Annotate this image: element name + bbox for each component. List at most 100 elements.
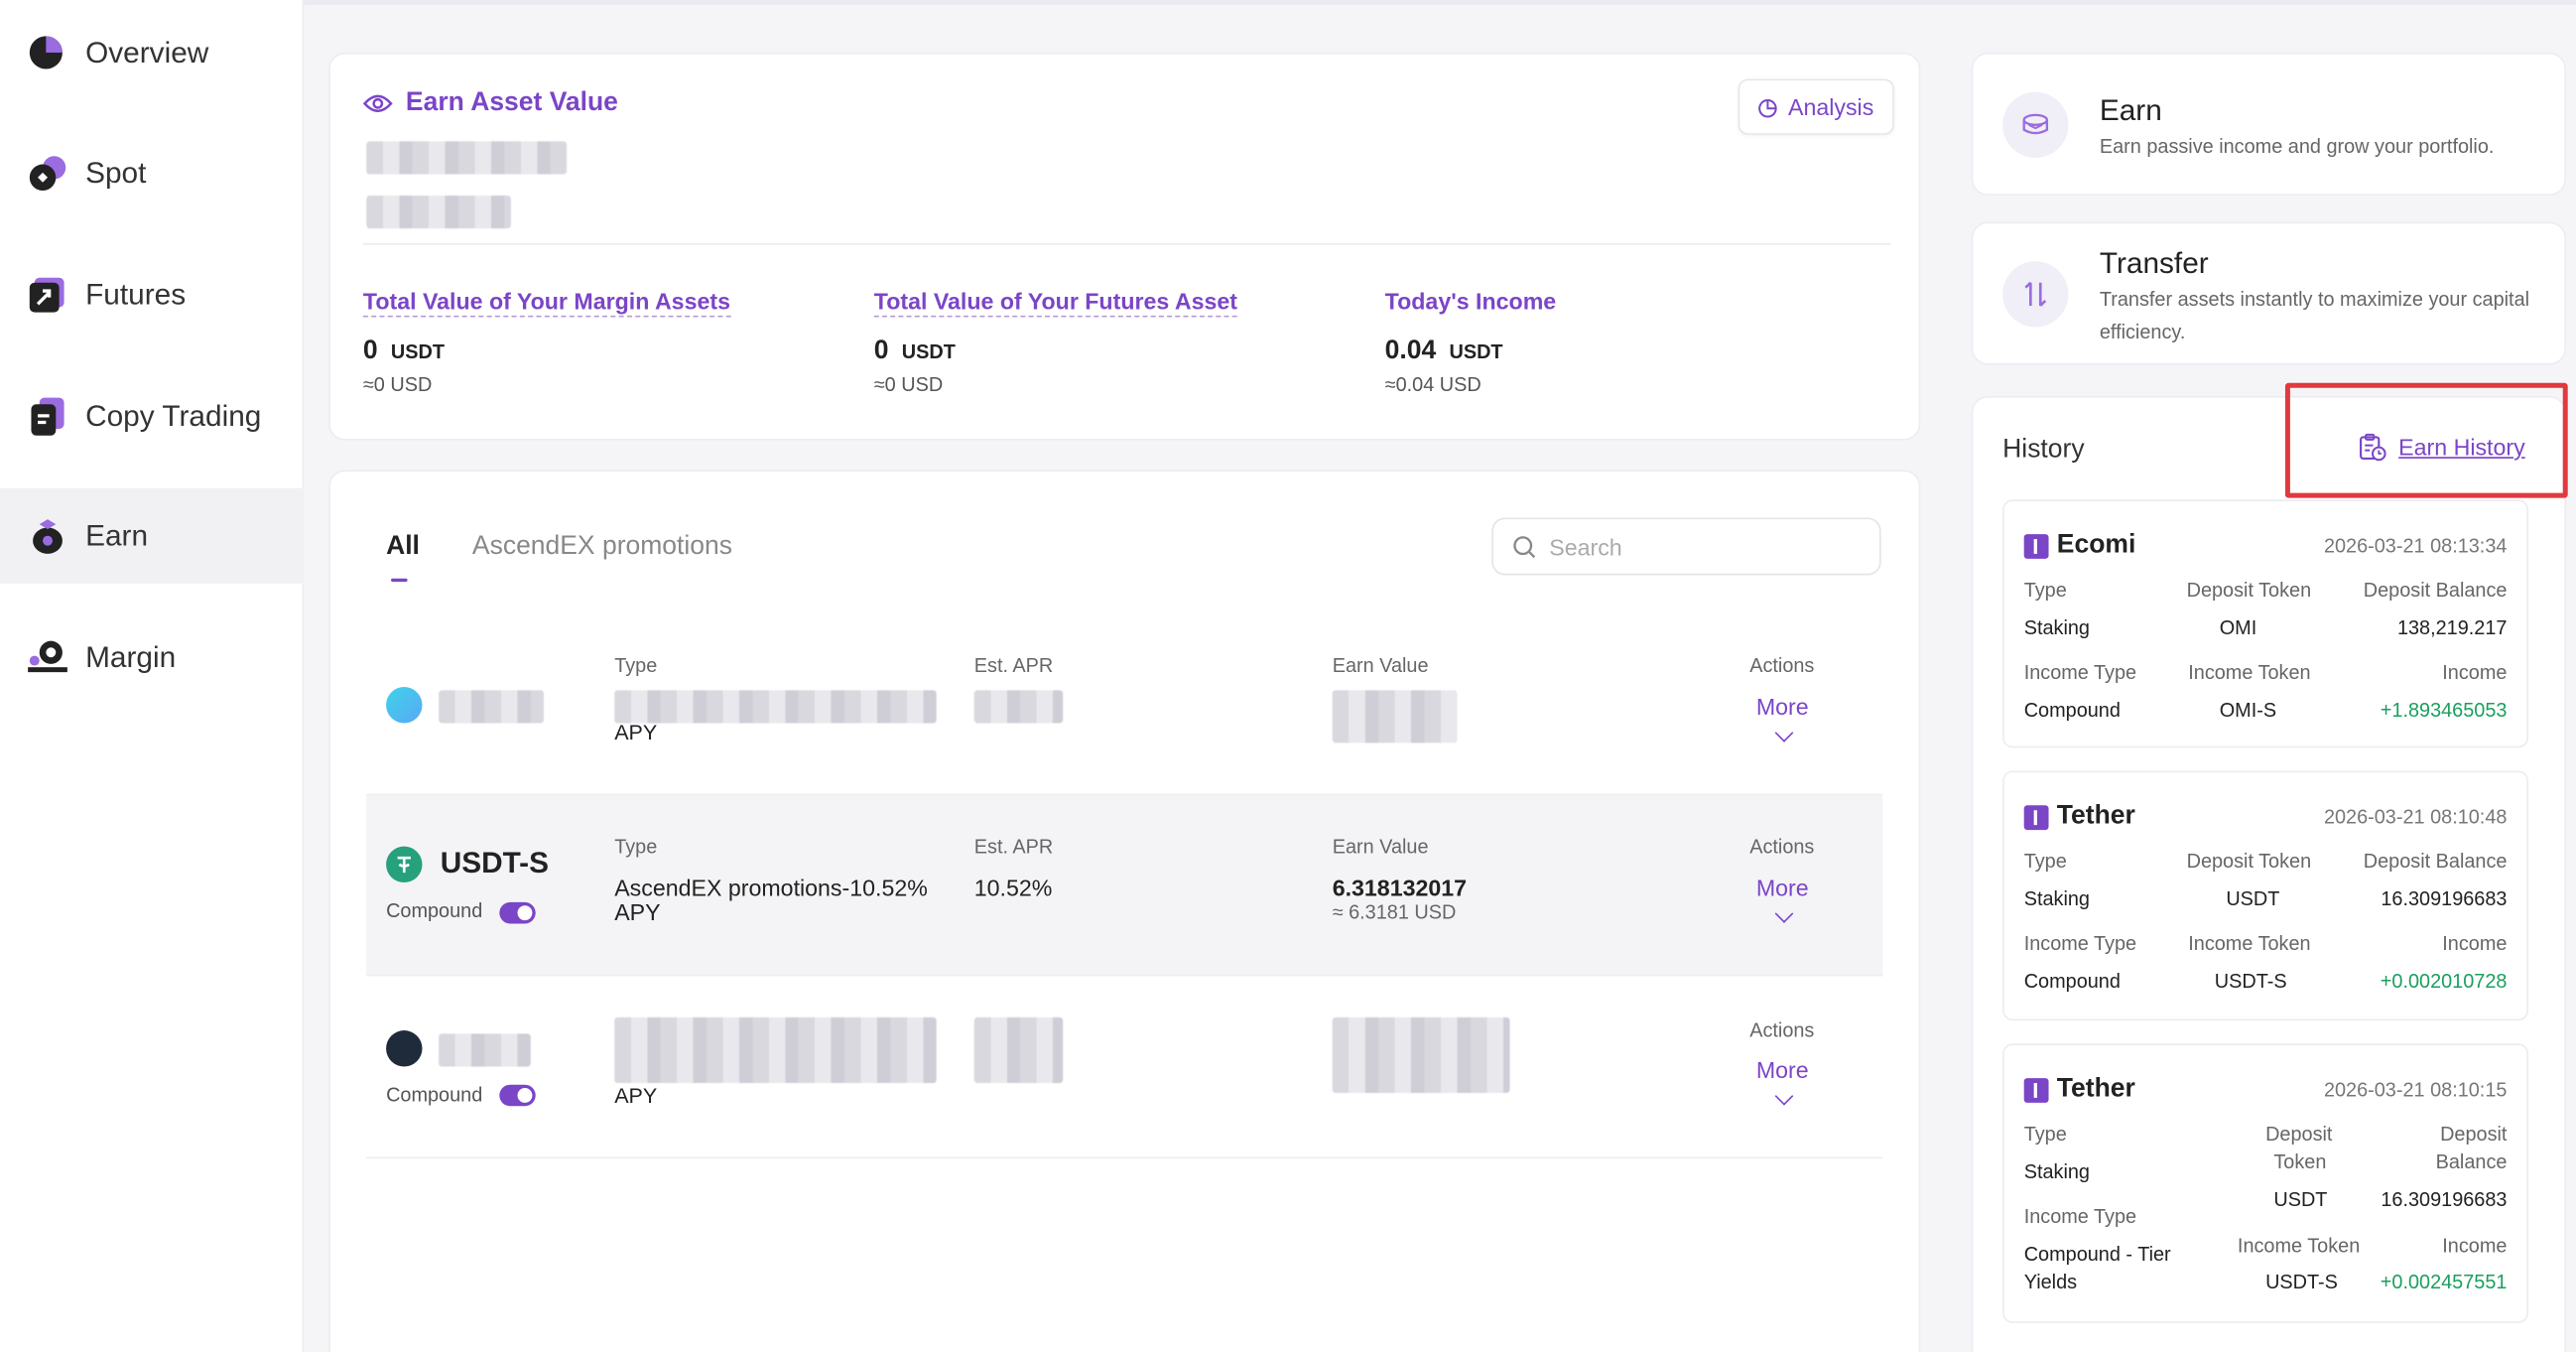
income-type-value: Compound: [2023, 698, 2121, 722]
stat-value: 0.04: [1384, 337, 1437, 365]
more-button[interactable]: More: [1755, 693, 1809, 721]
token-badge-icon: [2023, 1077, 2049, 1103]
redacted-asset-value-usd: [366, 196, 511, 229]
search-field[interactable]: [1491, 517, 1881, 576]
search-icon: [1513, 535, 1536, 558]
apr-label: Est. APR: [973, 653, 1054, 678]
history-title: History: [2002, 435, 2085, 464]
deposit-token-label-line2: Token: [2273, 1149, 2327, 1174]
earn-card-sub: Earn passive income and grow your portfo…: [2099, 134, 2495, 158]
sidebar-item-overview[interactable]: Overview: [0, 5, 304, 100]
type-label: Type: [2023, 578, 2067, 602]
income-type-value: Compound: [2023, 969, 2121, 993]
deposit-balance-value: 138,219.217: [2396, 615, 2508, 640]
deposit-token-label: Deposit Token: [2186, 849, 2312, 874]
income-token-value: OMI-S: [2219, 698, 2277, 722]
token-badge-icon: [2023, 804, 2049, 830]
chevron-down-icon[interactable]: [1774, 904, 1794, 923]
type-value: AscendEX promotions-10.52%: [614, 874, 928, 901]
pie-chart-icon: [1758, 97, 1778, 118]
stat-sub: ≈0 USD: [873, 372, 944, 396]
transfer-card-title: Transfer: [2099, 246, 2209, 280]
stat-value: 0: [873, 337, 889, 365]
redacted-token-name: [439, 690, 545, 724]
tab-ascendex-promotions[interactable]: AscendEX promotions: [471, 532, 733, 561]
earn-card-title: Earn: [2099, 93, 2162, 127]
tab-all[interactable]: All: [386, 532, 420, 583]
sidebar-item-margin[interactable]: Margin: [0, 609, 304, 705]
deposit-token-label-line1: Deposit: [2265, 1122, 2333, 1146]
stat-title[interactable]: Total Value of Your Margin Assets: [362, 288, 730, 318]
transfer-card-sub: Transfer assets instantly to maximize yo…: [2099, 287, 2530, 344]
asset-value-header: Earn Asset Value: [362, 88, 618, 118]
earn-icon: [26, 514, 68, 557]
deposit-balance-label-line2: Balance: [2435, 1149, 2508, 1174]
deposit-balance-label: Deposit Balance: [2363, 578, 2508, 602]
analysis-button[interactable]: Analysis: [1738, 78, 1894, 135]
entry-name-text: Tether: [2056, 1074, 2135, 1103]
stat-sub: ≈0 USD: [362, 372, 433, 396]
actions-label: Actions: [1749, 653, 1815, 678]
type-label: Type: [2023, 1122, 2067, 1146]
stat-unit: USDT: [390, 339, 445, 363]
deposit-token-value: OMI: [2219, 615, 2257, 640]
earn-history-link[interactable]: Earn History: [2358, 432, 2525, 462]
search-input[interactable]: [1549, 533, 1846, 560]
sidebar-item-futures[interactable]: Futures: [0, 246, 304, 341]
eye-icon[interactable]: [362, 92, 393, 115]
income-label: Income: [2442, 660, 2508, 684]
product-row: Compound APY Actions More: [366, 978, 1883, 1159]
compound-toggle[interactable]: [499, 1084, 536, 1107]
transfer-card[interactable]: Transfer Transfer assets instantly to ma…: [1971, 221, 2567, 365]
redacted-earn-value: [1332, 1016, 1510, 1093]
chevron-down-icon[interactable]: [1774, 1086, 1794, 1106]
top-divider: [0, 0, 2576, 5]
redacted-type: [614, 1016, 937, 1084]
actions-label: Actions: [1749, 835, 1815, 859]
earn-value: 6.318132017: [1332, 874, 1468, 901]
more-button[interactable]: More: [1755, 1056, 1809, 1084]
stat-sub: ≈0.04 USD: [1384, 372, 1481, 396]
product-row: Type APY Est. APR Earn Value Actions Mor…: [366, 614, 1883, 796]
deposit-token-value: USDT: [2273, 1187, 2328, 1212]
sidebar-item-earn[interactable]: Earn: [0, 487, 305, 584]
sidebar-item-label: Margin: [85, 639, 177, 673]
tether-icon: [386, 846, 423, 883]
redacted-type: [614, 690, 937, 724]
income-label: Income: [2442, 931, 2508, 955]
redacted-apr: [973, 690, 1064, 724]
sidebar-item-label: Spot: [85, 155, 147, 189]
asset-value-card: Earn Asset Value Analysis Total Value of…: [328, 52, 1921, 441]
token-icon: [386, 1030, 423, 1067]
entry-name: Tether: [2023, 1074, 2135, 1105]
stat-title[interactable]: Total Value of Your Futures Asset: [873, 288, 1238, 318]
income-value: +1.893465053: [2380, 698, 2508, 722]
type-tail: APY: [614, 898, 661, 926]
divider: [362, 243, 1891, 245]
history-entry[interactable]: Tether 2026-03-21 08:10:48 Type Deposit …: [2002, 770, 2528, 1021]
sidebar-item-copy-trading[interactable]: Copy Trading: [0, 368, 304, 464]
entry-time: 2026-03-21 08:10:48: [2323, 805, 2508, 829]
type-label: Type: [614, 653, 658, 678]
actions-label: Actions: [1749, 1018, 1815, 1042]
more-button[interactable]: More: [1755, 874, 1809, 901]
token-badge-icon: [2023, 533, 2049, 559]
redacted-token-name: [439, 1033, 531, 1067]
product-tabs: All AscendEX promotions: [386, 532, 733, 583]
sidebar-item-spot[interactable]: Spot: [0, 125, 304, 220]
entry-name-text: Ecomi: [2056, 530, 2136, 559]
type-label: Type: [2023, 849, 2067, 874]
earn-value-label: Earn Value: [1332, 653, 1429, 678]
stat-futures-asset: Total Value of Your Futures Asset 0 USDT …: [873, 288, 1238, 396]
token-icon: [386, 687, 423, 724]
history-entry[interactable]: Tether 2026-03-21 08:10:15 Type Deposit …: [2002, 1043, 2528, 1323]
stat-unit: USDT: [1449, 339, 1503, 363]
income-type-label: Income Type: [2023, 660, 2137, 684]
deposit-token-value: USDT: [2226, 887, 2280, 911]
income-token-label: Income Token: [2237, 1234, 2361, 1258]
compound-toggle[interactable]: [499, 901, 536, 924]
earn-card[interactable]: Earn Earn passive income and grow your p…: [1971, 52, 2567, 197]
chevron-down-icon[interactable]: [1774, 724, 1794, 743]
earn-value-usd: ≈ 6.3181 USD: [1332, 900, 1457, 924]
history-entry[interactable]: Ecomi 2026-03-21 08:13:34 Type Deposit T…: [2002, 499, 2528, 748]
